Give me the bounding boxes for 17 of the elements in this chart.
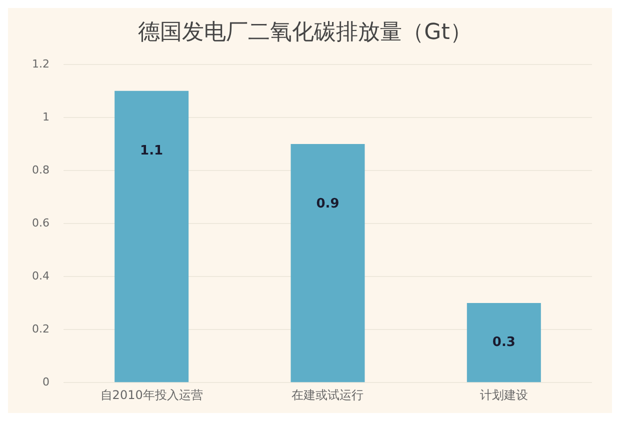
x-tick-label: 在建或试运行 [292,388,364,402]
x-tick-label: 计划建设 [480,388,528,402]
y-tick-label: 0.6 [32,216,50,230]
chart-title: 德国发电厂二氧化碳排放量（Gt） [138,20,472,45]
y-tick-label: 0.2 [32,322,50,336]
x-tick-label: 自2010年投入运营 [100,388,203,402]
data-label: 0.9 [316,196,340,212]
data-label: 1.1 [140,143,164,158]
y-tick-label: 1 [42,110,50,124]
data-label: 0.3 [492,334,516,350]
bar [290,144,365,382]
bar [466,303,541,382]
bar [114,90,189,382]
y-tick-label: 0 [42,375,50,388]
y-tick-label: 0.8 [32,163,50,176]
y-tick-label: 1.2 [32,57,50,70]
y-tick-label: 0.4 [32,269,50,282]
